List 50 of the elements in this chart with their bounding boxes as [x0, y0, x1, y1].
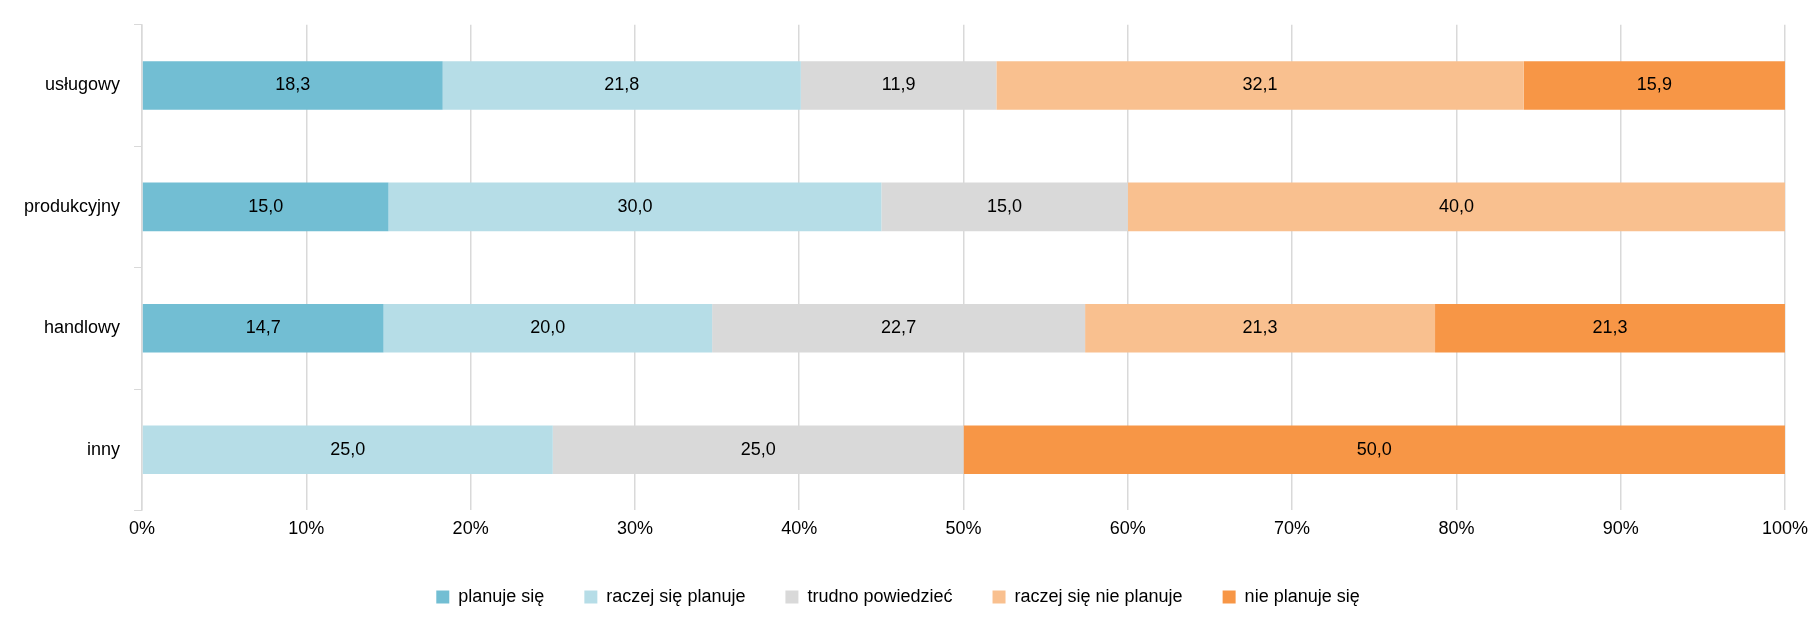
data-label: 30,0 [617, 195, 653, 216]
data-label: 40,0 [1438, 195, 1474, 216]
x-tick-label: 20% [452, 518, 489, 539]
data-label: 22,7 [881, 317, 917, 338]
bar [142, 61, 443, 110]
y-tick-label: inny [87, 438, 121, 459]
x-tick-label: 10% [288, 518, 325, 539]
bar [996, 61, 1524, 110]
data-label: 25,0 [330, 438, 366, 459]
data-label: 50,0 [1356, 438, 1392, 459]
x-tick-label: 50% [945, 518, 982, 539]
x-tick-label: 80% [1438, 518, 1475, 539]
bar [142, 304, 384, 353]
bar [1085, 304, 1436, 353]
x-tick-label: 30% [616, 518, 653, 539]
legend-label: nie planuje się [1244, 585, 1360, 606]
legend-label: raczej się nie planuje [1014, 585, 1183, 606]
legend-label: raczej się planuje [606, 585, 746, 606]
data-label: 32,1 [1242, 74, 1278, 95]
legend-label: trudno powiedzieć [807, 585, 953, 606]
bar [142, 425, 553, 474]
bar [1523, 61, 1785, 110]
bar [963, 425, 1785, 474]
y-tick-label: handlowy [43, 317, 121, 338]
bar [1127, 182, 1785, 232]
y-tick-label: produkcyjny [24, 195, 121, 216]
data-label: 25,0 [740, 438, 776, 459]
x-tick-label: 70% [1274, 518, 1311, 539]
data-label: 15,0 [987, 195, 1023, 216]
data-label: 15,0 [248, 195, 284, 216]
data-label: 21,8 [604, 74, 640, 95]
bar [383, 304, 713, 353]
bar [142, 182, 389, 232]
y-tick-label: usługowy [45, 74, 121, 95]
data-label: 21,3 [1242, 317, 1278, 338]
x-tick-label: 100% [1761, 518, 1808, 539]
bar [442, 61, 801, 110]
data-label: 20,0 [530, 317, 566, 338]
bar [388, 182, 882, 232]
x-tick-label: 40% [781, 518, 818, 539]
x-tick-label: 90% [1602, 518, 1639, 539]
x-tick-label: 60% [1109, 518, 1146, 539]
x-tick-label: 0% [129, 518, 156, 539]
data-label: 15,9 [1636, 74, 1672, 95]
data-label: 21,3 [1592, 317, 1628, 338]
data-label: 11,9 [881, 74, 916, 95]
data-label: 14,7 [245, 317, 281, 338]
data-label: 18,3 [275, 74, 311, 95]
bar [1435, 304, 1785, 353]
legend-label: planuje się [458, 585, 545, 606]
